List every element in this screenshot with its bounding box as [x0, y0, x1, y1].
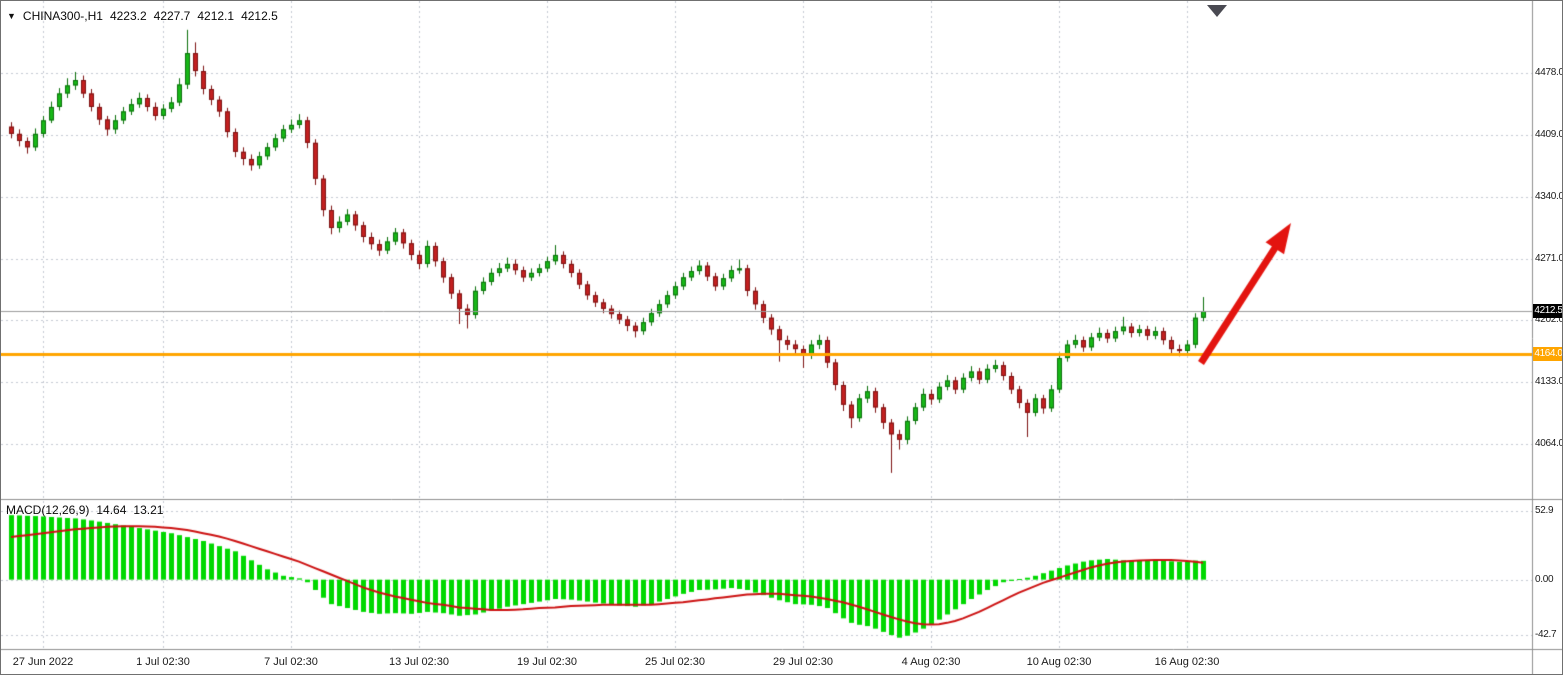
time-axis[interactable]: [1, 649, 1533, 674]
price-axis-label: 4133.0: [1535, 376, 1563, 388]
ohlc-high: 4227.7: [153, 9, 191, 23]
time-axis-label: 4 Aug 02:30: [901, 656, 961, 668]
price-axis-label: 4409.0: [1535, 128, 1563, 140]
time-axis-label: 7 Jul 02:30: [264, 656, 318, 668]
time-axis-label: 10 Aug 02:30: [1026, 656, 1092, 668]
ohlc-open: 4223.2: [109, 9, 147, 23]
price-axis-label: 4271.0: [1535, 252, 1563, 264]
time-axis-label: 1 Jul 02:30: [136, 656, 190, 668]
time-axis-label: 19 Jul 02:30: [517, 656, 577, 668]
collapse-arrow-icon[interactable]: ▼: [7, 10, 16, 21]
symbol-info: ▼ CHINA300-,H1 4223.2 4227.7 4212.1 4212…: [7, 9, 278, 23]
macd-axis-label: 52.9: [1535, 505, 1554, 517]
time-axis-label: 16 Aug 02:30: [1154, 656, 1220, 668]
macd-signal-value: 13.21: [133, 503, 164, 517]
chart-shift-icon[interactable]: [1207, 5, 1227, 17]
price-axis-label: 4478.0: [1535, 66, 1563, 78]
time-axis-label: 29 Jul 02:30: [773, 656, 833, 668]
symbol-timeframe-label: CHINA300-,H1: [22, 9, 103, 23]
price-axis-label: 4064.0: [1535, 438, 1563, 450]
price-axis-label: 4202.0: [1535, 314, 1563, 326]
ohlc-close: 4212.5: [241, 9, 278, 23]
current-price-badge: 4212.5: [1533, 303, 1563, 318]
time-axis-label: 25 Jul 02:30: [645, 656, 705, 668]
ohlc-low: 4212.1: [197, 9, 235, 23]
macd-indicator-label: MACD(12,26,9) 14.64 13.21: [6, 503, 163, 517]
macd-name: MACD(12,26,9): [6, 503, 90, 517]
orange-level-badge: 4164.0: [1533, 347, 1563, 362]
macd-axis-label: 0.00: [1535, 573, 1554, 585]
macd-current-value: 14.64: [96, 503, 127, 517]
macd-axis-label: -42.7: [1535, 628, 1557, 640]
time-axis-label: 27 Jun 2022: [12, 656, 74, 668]
price-axis-label: 4340.0: [1535, 190, 1563, 202]
time-axis-label: 13 Jul 02:30: [389, 656, 449, 668]
